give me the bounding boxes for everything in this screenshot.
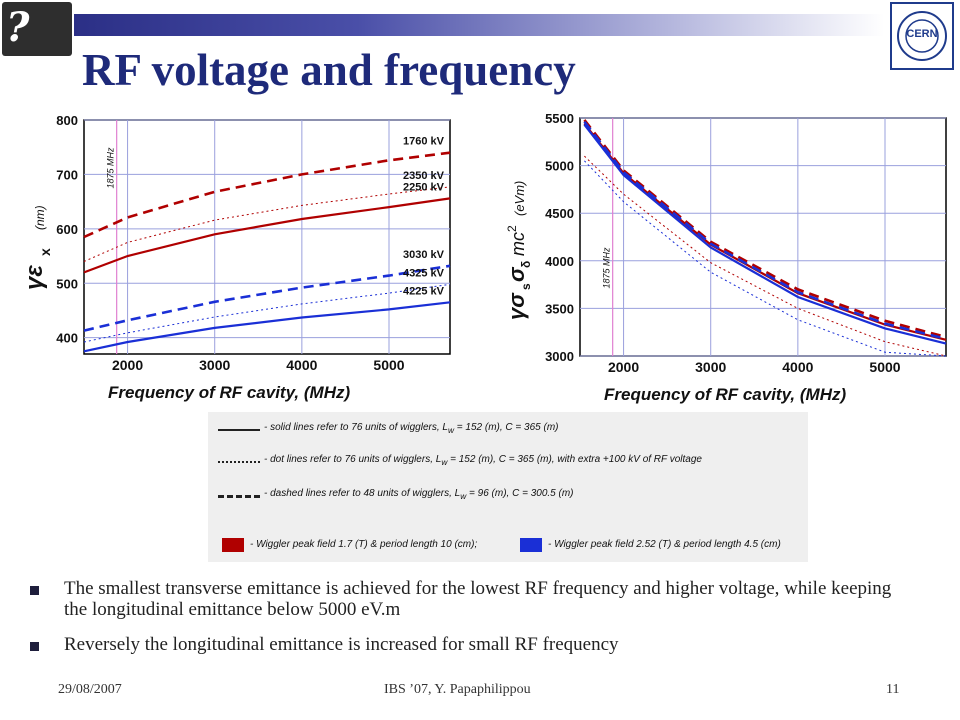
y-tick-label: 500 [56, 276, 78, 291]
x-axis-label: Frequency of RF cavity, (MHz) [108, 383, 350, 402]
legend-red-swatch [222, 538, 244, 552]
slide-title: RF voltage and frequency [82, 45, 576, 95]
series-line-2 [83, 186, 451, 262]
x-tick-label: 2000 [608, 359, 639, 375]
series-label: 4325 kV [403, 267, 445, 279]
y-axis-unit: (nm) [33, 205, 47, 230]
ibs-logo: ?ibs [2, 2, 72, 98]
chart-left-grid [83, 119, 451, 355]
y-axis-symbol: γε [21, 265, 48, 290]
y-tick-label: 600 [56, 222, 78, 237]
x-tick-label: 4000 [286, 357, 317, 373]
legend-dash-rest: = 96 (m), C = 300.5 (m) [469, 488, 574, 499]
legend-red-text: - Wiggler peak field 1.7 (T) & period le… [250, 539, 478, 550]
y-axis-label: γε x (nm) [21, 205, 53, 290]
marker-line-label: 1875 MHz [602, 247, 612, 289]
legend-dash-text: - dashed lines refer to 48 units of wigg… [264, 488, 461, 499]
series-label: 2250 kV [403, 181, 445, 193]
y-tick-label: 5500 [545, 111, 574, 126]
y-axis-unit: (eVm) [512, 181, 527, 216]
chart-right-series [583, 119, 947, 357]
footer-date: 29/08/2007 [58, 682, 122, 697]
header-gradient-bar [74, 14, 884, 36]
y-axis-symbol: γσ [504, 292, 529, 320]
cern-logo: CERN [890, 2, 954, 70]
y-axis-subscript: x [37, 248, 53, 256]
series-line-3 [583, 121, 947, 341]
chart-right-grid [579, 117, 947, 357]
legend-solid-text: - solid lines refer to 76 units of wiggl… [264, 422, 448, 433]
plot-frame [579, 117, 947, 357]
series-label: 3030 kV [403, 249, 445, 261]
footer-author: IBS ’07, Y. Papaphilippou [384, 682, 531, 697]
legend-dash-line-sample [218, 495, 260, 498]
legend-solid-line-sample [218, 429, 260, 431]
x-tick-label: 2000 [112, 357, 143, 373]
chart-left-labels: 2000 3000 4000 5000 400 500 600 700 800 1875 MHz 1… [21, 113, 445, 402]
chart-legend-box: - solid lines refer to 76 units of wiggl… [208, 412, 808, 562]
chart-right-labels: 2000 3000 4000 5000 3000 3500 4000 4500 5000 5500… [504, 111, 901, 404]
x-tick-label: 4000 [782, 359, 813, 375]
y-axis-sub-delta: δ [519, 261, 533, 268]
x-axis-label: Frequency of RF cavity, (MHz) [604, 385, 846, 404]
y-axis-label: γσ sσδ mc2 (eVm) [504, 181, 533, 320]
bullet-square-icon [30, 586, 39, 595]
series-label: 4225 kV [403, 285, 445, 297]
y-axis-sigma: σ [504, 266, 529, 282]
legend-blue-swatch [520, 538, 542, 552]
series-line-1 [83, 151, 451, 239]
y-tick-label: 3500 [545, 301, 574, 316]
bullet-text-1: The smallest transverse emittance is ach… [64, 578, 892, 620]
cern-logo-rings [897, 11, 947, 61]
y-tick-label: 5000 [545, 159, 574, 174]
y-tick-label: 3000 [545, 349, 574, 364]
series-line-3 [83, 197, 451, 274]
chart-transverse-emittance: 2000 3000 4000 5000 400 500 600 700 800 1875 MHz 1… [21, 113, 451, 402]
x-tick-label: 3000 [695, 359, 726, 375]
y-tick-label: 700 [56, 167, 78, 182]
series-line-4 [583, 124, 947, 345]
bullet-square-icon [30, 642, 39, 651]
legend-dash-sub: w [460, 491, 467, 501]
series-line-6 [83, 301, 451, 353]
y-axis-superscript: 2 [505, 225, 519, 232]
series-label: 2350 kV [403, 170, 445, 182]
x-tick-label: 5000 [373, 357, 404, 373]
legend-dot-rest: = 152 (m), C = 365 (m), with extra +100 … [450, 454, 702, 465]
legend-dot-line-sample [218, 461, 260, 463]
legend-dot-text: - dot lines refer to 76 units of wiggler… [264, 454, 442, 465]
x-tick-label: 5000 [869, 359, 900, 375]
legend-solid-rest: = 152 (m), C = 365 (m) [456, 422, 559, 433]
legend-dot-sub: w [441, 457, 448, 467]
y-axis-sub-s: s [519, 283, 533, 290]
chart-left-series [83, 151, 451, 353]
y-tick-label: 4500 [545, 206, 574, 221]
bullet-text-2: Reversely the longitudinal emittance is … [64, 634, 619, 655]
footer-page-number: 11 [886, 682, 900, 697]
series-line-4 [83, 264, 451, 332]
chart-longitudinal-emittance: 2000 3000 4000 5000 3000 3500 4000 4500 5000 5500… [504, 111, 947, 404]
legend-blue-text: - Wiggler peak field 2.52 (T) & period l… [548, 539, 781, 550]
cern-logo-text: CERN [906, 28, 938, 40]
series-label: 1760 kV [403, 136, 445, 148]
y-tick-label: 800 [56, 113, 78, 128]
marker-line-label: 1875 MHz [106, 147, 116, 189]
x-tick-label: 3000 [199, 357, 230, 373]
y-tick-label: 400 [56, 331, 78, 346]
ibs-logo-text: ?ibs [6, 4, 66, 98]
y-tick-label: 4000 [545, 254, 574, 269]
legend-solid-sub: w [447, 425, 454, 435]
series-line-6 [584, 160, 947, 357]
series-line-5 [584, 155, 947, 357]
y-axis-mc: mc [508, 232, 528, 256]
